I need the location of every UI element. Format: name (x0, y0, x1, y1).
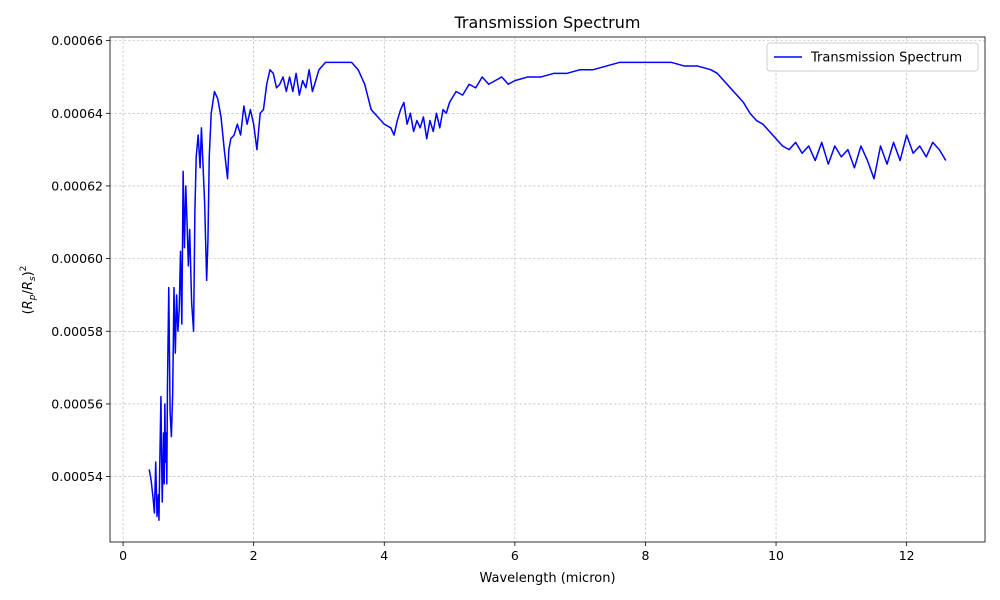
series-line-0 (148, 61, 947, 521)
y-axis-label: (Rp/Rs)2 (19, 266, 38, 315)
y-axis-ticks: 0.00054 0.00056 0.00058 0.00060 0.00062 0.000… (51, 33, 110, 484)
x-tick-label: 0 (119, 548, 127, 563)
y-tick-label: 0.00062 (51, 178, 103, 193)
x-tick-label: 4 (380, 548, 388, 563)
x-tick-label: 8 (641, 548, 649, 563)
chart-title: Transmission Spectrum (454, 13, 641, 32)
y-tick-label: 0.00066 (51, 33, 103, 48)
y-tick-label: 0.00058 (51, 324, 103, 339)
legend-entry-label: Transmission Spectrum (810, 51, 962, 66)
legend: Transmission Spectrum (766, 42, 979, 72)
x-tick-label: 10 (768, 548, 784, 563)
y-tick-label: 0.00056 (51, 396, 103, 411)
plot-frame (109, 36, 986, 543)
y-tick-label: 0.00054 (51, 469, 103, 484)
x-tick-label: 12 (899, 548, 915, 563)
grid-layer (110, 37, 985, 542)
plot-background (110, 37, 985, 542)
x-axis-ticks: 0 2 4 6 8 10 12 (119, 542, 915, 563)
legend-box (766, 42, 979, 72)
x-tick-label: 6 (511, 548, 519, 563)
x-tick-label: 2 (250, 548, 258, 563)
y-tick-label: 0.00060 (51, 251, 103, 266)
x-axis-label: Wavelength (micron) (479, 571, 615, 586)
series-layer (148, 61, 947, 521)
y-tick-label: 0.00064 (51, 106, 103, 121)
